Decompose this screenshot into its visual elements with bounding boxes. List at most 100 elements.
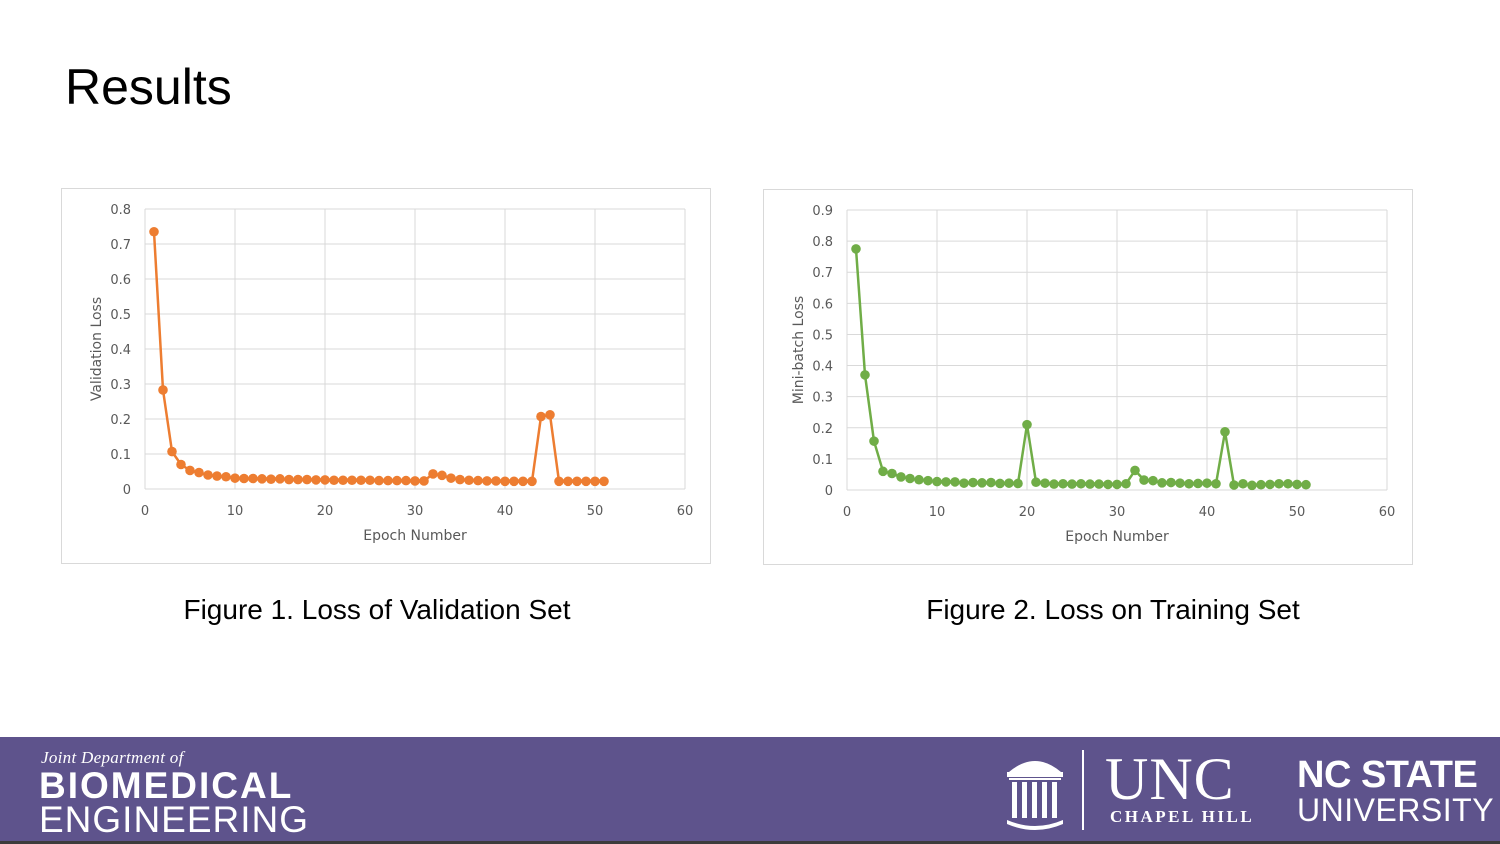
validation-data-point [428,469,438,479]
validation-data-point [158,385,168,395]
training-y-tick-label: 0.4 [812,360,833,375]
training-data-point [1184,478,1194,489]
validation-y-tick-label: 0.3 [110,378,131,393]
slide-title: Results [65,59,232,115]
training-data-point [896,472,906,482]
validation-data-point [275,474,285,484]
training-data-point [1067,479,1077,489]
training-data-point [1238,478,1248,489]
validation-data-point [518,476,528,487]
ncstate-wordmark: NC STATE [1297,754,1478,796]
training-data-point [914,474,924,485]
validation-y-tick-label: 0.1 [110,448,131,463]
training-data-point [923,475,933,486]
training-data-point [1247,480,1257,491]
validation-data-point [545,410,555,420]
training-data-point [1022,419,1032,430]
training-y-tick-label: 0.7 [812,266,833,281]
validation-data-point [338,475,348,486]
dept-prefix: Joint Department of [41,748,184,767]
training-x-tick-label: 40 [1199,505,1216,520]
validation-data-point [374,475,384,486]
training-data-point [1175,478,1185,488]
validation-x-tick-label: 20 [317,504,334,519]
unc-old-well-icon [1007,761,1063,830]
training-data-point [1049,479,1059,489]
training-y-tick-label: 0.5 [812,328,833,343]
validation-data-point [437,470,447,481]
validation-y-tick-label: 0.5 [110,308,131,323]
validation-data-point [257,474,267,484]
validation-data-point [311,475,321,485]
training-data-point [1202,478,1212,488]
training-data-point [1076,478,1086,489]
unc-subtitle: CHAPEL HILL [1110,807,1255,826]
training-x-tick-label: 50 [1289,505,1306,520]
training-data-point [1139,475,1149,485]
training-data-point [968,477,978,488]
validation-series-line [152,231,604,483]
validation-data-point [248,473,258,484]
validation-data-point [185,465,195,476]
training-data-point [1283,478,1293,489]
training-data-point [1148,475,1158,486]
validation-data-point [221,471,231,482]
footer-divider [1082,750,1084,830]
validation-data-point [509,476,519,487]
validation-data-point [230,473,240,483]
training-data-point [1193,478,1203,489]
training-x-tick-label: 60 [1379,505,1396,520]
validation-data-point [383,475,393,486]
training-data-point [977,478,987,488]
training-data-point [851,244,861,254]
training-data-point [1058,478,1068,489]
training-data-point [1292,479,1302,490]
dept-name-line1: BIOMEDICAL [39,765,294,806]
training-x-tick-label: 30 [1109,505,1126,520]
training-data-point [1004,478,1014,488]
training-y-axis-title: Mini-batch Loss [791,296,807,404]
training-data-point [860,370,870,380]
footer-bottom-line [0,841,1500,844]
training-y-tick-label: 0 [825,484,833,499]
training-loss-chart-svg: 0 0.1 0.2 0.3 0.4 0.5 0.6 0.7 0.8 0.9 0 10 20 30 40 50 6… [791,204,1396,545]
validation-data-point [347,475,357,486]
validation-x-axis-title: Epoch Number [363,528,467,544]
training-data-point [1013,478,1023,489]
validation-data-point [401,475,411,486]
training-y-tick-label: 0.6 [812,297,833,312]
training-data-point [1085,479,1095,489]
validation-data-point [446,473,456,483]
validation-y-tick-label: 0.4 [110,343,131,358]
validation-data-point [419,476,429,486]
validation-data-point [284,474,294,485]
validation-data-point [302,474,312,485]
validation-data-point [482,476,492,486]
training-x-axis-title: Epoch Number [1065,529,1169,545]
training-loss-chart: 0 0.1 0.2 0.3 0.4 0.5 0.6 0.7 0.8 0.9 0 10 20 30 40 50 6… [763,189,1413,565]
training-data-point [1130,465,1140,476]
training-x-tick-label: 20 [1019,505,1036,520]
training-y-tick-label: 0.8 [812,235,833,250]
validation-data-point [581,476,591,487]
training-data-point [950,477,960,487]
training-data-point [1256,479,1266,490]
figure-2-caption: Figure 2. Loss on Training Set [926,594,1300,625]
training-data-point [1157,478,1167,488]
dept-name-line2: ENGINEERING [39,799,310,840]
validation-data-point [410,476,420,486]
validation-x-tick-label: 50 [587,504,604,519]
training-data-point [1094,479,1104,489]
training-data-point [905,473,915,484]
training-data-point [1103,479,1113,490]
training-series-line [854,248,1307,487]
validation-x-tick-label: 0 [141,504,149,519]
training-y-tick-label: 0.1 [812,453,833,468]
training-data-point [986,477,996,488]
validation-y-tick-label: 0.6 [110,273,131,288]
validation-x-tick-label: 30 [407,504,424,519]
validation-x-tick-label: 60 [677,504,694,519]
validation-data-point [149,226,159,237]
training-data-point [1166,477,1176,488]
unc-wordmark: UNC [1105,746,1235,812]
